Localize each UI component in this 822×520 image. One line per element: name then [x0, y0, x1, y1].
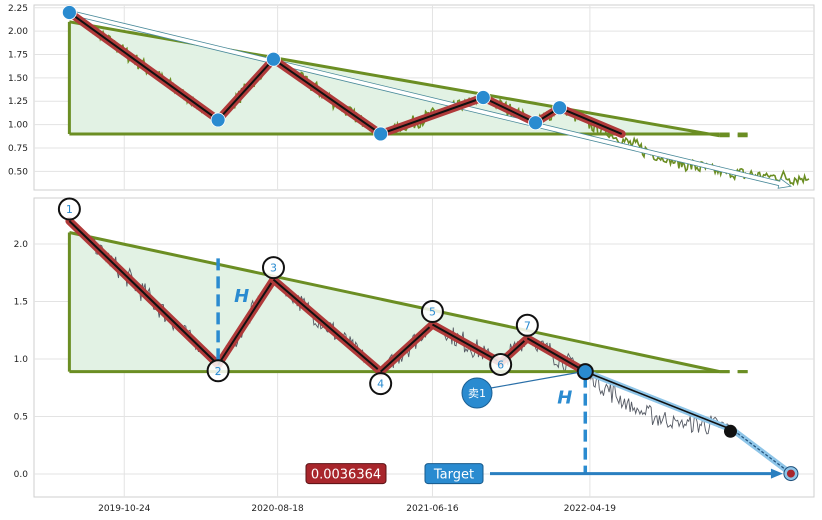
- pattern-pivot-1: [57, 197, 81, 221]
- target-arrow-head: [770, 468, 783, 479]
- pattern-pivot-label-1: 1: [66, 203, 73, 216]
- overview-y-tick-label: 1.00: [8, 121, 28, 131]
- pattern-y-tick-label: 2.0: [14, 240, 29, 250]
- overview-pivot-1: [61, 5, 77, 20]
- pattern-x-tick-label: 2022-04-19: [564, 504, 617, 514]
- pattern-y-tick-label: 0.5: [14, 413, 28, 423]
- height-label-left: H: [234, 286, 249, 307]
- pattern-pivot-label-2: 2: [215, 365, 222, 378]
- breakout-sell-label: 卖1: [468, 387, 486, 400]
- overview-y-tick-label: 0.50: [8, 167, 28, 177]
- overview-pivot-5: [475, 90, 491, 105]
- pattern-pivot-label-6: 6: [497, 358, 504, 371]
- target-value-box: [305, 463, 387, 485]
- breakout-point-marker: [576, 363, 594, 381]
- overview-zigzag-core-1: [68, 11, 219, 121]
- pattern-x-tick-label: 2020-08-18: [251, 504, 304, 514]
- target-box: [424, 463, 484, 485]
- overview-zigzag: [65, 8, 626, 138]
- pattern-pivot-label-4: 4: [377, 378, 384, 391]
- pattern-pivot-2: [206, 359, 230, 383]
- pattern-zigzag-core-4: [379, 323, 434, 373]
- projection-line-1: [584, 370, 734, 432]
- pattern-pivot-3: [261, 256, 285, 280]
- pattern-y-ticks: 2.0 1.5 1.0 0.5 0.0: [14, 240, 29, 480]
- pattern-zigzag-core-5: [431, 323, 502, 364]
- target-marker: [783, 466, 799, 482]
- pattern-pivot-label-3: 3: [270, 262, 277, 275]
- overview-y-tick-label: 2.00: [8, 27, 28, 37]
- pattern-resistance-line: [69, 231, 720, 374]
- overview-pivot-2: [210, 112, 226, 128]
- projection-line-2: [733, 429, 792, 475]
- pattern-y-tick-label: 1.5: [14, 298, 28, 308]
- projection-path: [576, 363, 793, 476]
- overview-zigzag-core-5: [482, 96, 536, 124]
- overview-long-arrow: [68, 9, 792, 189]
- target-label: Target: [433, 468, 474, 483]
- pattern-pivot-label-7: 7: [524, 319, 531, 332]
- pattern-panel: H H 1 2 3 4 5 6 7 卖1 0.0036364 Target 2.0 1.5 1.…: [14, 197, 815, 514]
- overview-zigzag-core-7: [559, 106, 623, 135]
- overview-pivot-6: [528, 115, 543, 131]
- pattern-pivot-label-5: 5: [429, 306, 436, 319]
- overview-zigzag-core-4: [380, 96, 484, 135]
- overview-y-tick-label: 1.25: [8, 97, 28, 107]
- pattern-x-tick-label: 2019-10-24: [98, 504, 151, 514]
- target-marker-dot: [786, 469, 795, 478]
- overview-y-ticks: 2.25 2.00 1.75 1.50 1.25 1.00 0.75 0.50: [8, 4, 28, 178]
- overview-y-tick-label: 1.75: [8, 51, 28, 61]
- projection-mid-marker: [723, 424, 737, 438]
- overview-y-tick-label: 0.75: [8, 144, 28, 154]
- overview-y-tick-label: 1.50: [8, 74, 28, 84]
- pattern-pivot-6: [489, 352, 513, 376]
- overview-pivots: [61, 5, 568, 142]
- pattern-y-tick-label: 1.0: [14, 355, 29, 365]
- pattern-zigzag: [65, 217, 590, 376]
- overview-pivot-3: [266, 51, 281, 67]
- pattern-zigzag-core-1: [68, 220, 219, 366]
- overview-pivot-4: [373, 126, 389, 142]
- overview-y-tick-label: 2.25: [8, 4, 28, 14]
- pattern-pivot-5: [420, 300, 444, 323]
- pattern-pivot-4: [369, 372, 393, 396]
- height-label-right: H: [557, 388, 572, 409]
- pattern-pivots: 1 2 3 4 5 6 7: [57, 197, 539, 396]
- overview-pivot-7: [552, 100, 568, 116]
- breakout-pointer-line: [490, 372, 578, 389]
- pattern-zigzag-core-2: [217, 279, 275, 366]
- overview-panel: 2.25 2.00 1.75 1.50 1.25 1.00 0.75 0.50: [8, 4, 815, 191]
- overview-zigzag-core-3: [272, 58, 382, 135]
- pattern-zigzag-core-7: [526, 337, 586, 373]
- pattern-y-tick-label: 0.0: [14, 470, 29, 480]
- pattern-pivot-7: [515, 313, 539, 337]
- overview-zigzag-core-2: [217, 58, 275, 121]
- target-value-label: 0.0036364: [311, 468, 381, 483]
- pattern-zigzag-core-3: [272, 278, 382, 373]
- breakout-sell-marker: [461, 377, 493, 409]
- pattern-x-ticks: 2019-10-24 2020-08-18 2021-06-16 2022-04-19: [98, 504, 616, 514]
- pattern-x-tick-label: 2021-06-16: [406, 504, 459, 514]
